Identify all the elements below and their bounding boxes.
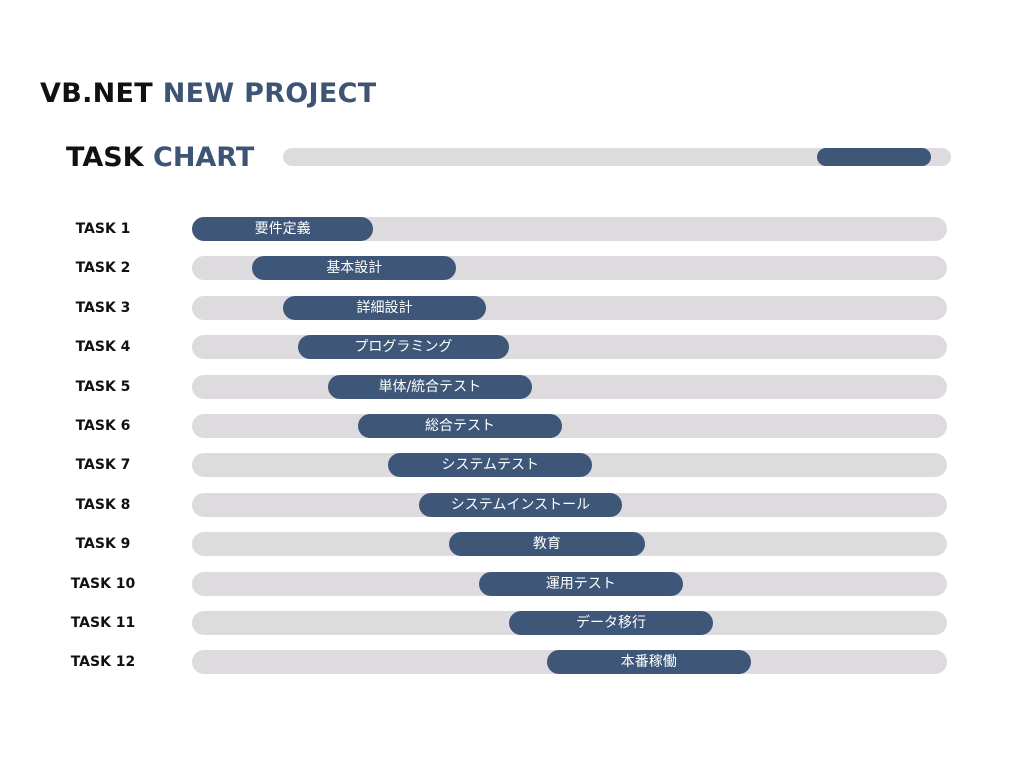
page-title-part2: NEW PROJECT — [162, 78, 377, 109]
progress-track — [283, 148, 951, 166]
task-bar: プログラミング — [297, 335, 510, 360]
task-track: プログラミング — [192, 335, 947, 360]
chart-heading-part1: TASK — [66, 142, 144, 173]
task-track: 詳細設計 — [192, 295, 947, 320]
task-track: システムテスト — [192, 453, 947, 478]
task-label: TASK 12 — [70, 654, 136, 671]
task-label: TASK 4 — [75, 339, 131, 356]
task-track: 教育 — [192, 532, 947, 557]
task-label: TASK 10 — [70, 575, 136, 592]
task-bar: 総合テスト — [358, 414, 562, 438]
task-label: TASK 3 — [75, 299, 131, 316]
task-bar: 基本設計 — [252, 256, 457, 281]
task-bar: 要件定義 — [192, 217, 374, 241]
task-track: 単体/統合テスト — [192, 374, 947, 399]
task-track: 本番稼働 — [192, 650, 947, 675]
task-track: 運用テスト — [192, 571, 947, 596]
task-label: TASK 11 — [70, 615, 136, 631]
progress-fill — [817, 148, 931, 166]
task-label: TASK 1 — [75, 221, 131, 237]
chart-heading-part2: CHART — [153, 142, 255, 173]
task-track: 基本設計 — [192, 256, 947, 281]
chart-heading: TASK CHART — [66, 142, 254, 173]
task-bar: 運用テスト — [478, 571, 683, 596]
task-track: データ移行 — [192, 611, 947, 635]
task-bar: データ移行 — [509, 611, 713, 635]
task-label: TASK 2 — [75, 260, 131, 277]
task-label: TASK 8 — [75, 496, 131, 513]
task-label: TASK 6 — [75, 418, 131, 434]
task-bar: 詳細設計 — [282, 295, 487, 320]
task-track: 要件定義 — [192, 217, 947, 241]
task-track: 総合テスト — [192, 414, 947, 438]
task-track: システムインストール — [192, 492, 947, 517]
task-bar: システムテスト — [388, 453, 593, 478]
task-bar: 単体/統合テスト — [327, 374, 532, 399]
task-label: TASK 9 — [75, 536, 131, 553]
page-title: VB.NET NEW PROJECT — [40, 78, 376, 109]
task-bar: 本番稼働 — [546, 650, 751, 675]
task-bar: 教育 — [448, 532, 645, 557]
page-title-part1: VB.NET — [40, 78, 153, 109]
task-label: TASK 7 — [75, 457, 131, 474]
task-bar: システムインストール — [418, 492, 623, 517]
task-label: TASK 5 — [75, 378, 131, 395]
